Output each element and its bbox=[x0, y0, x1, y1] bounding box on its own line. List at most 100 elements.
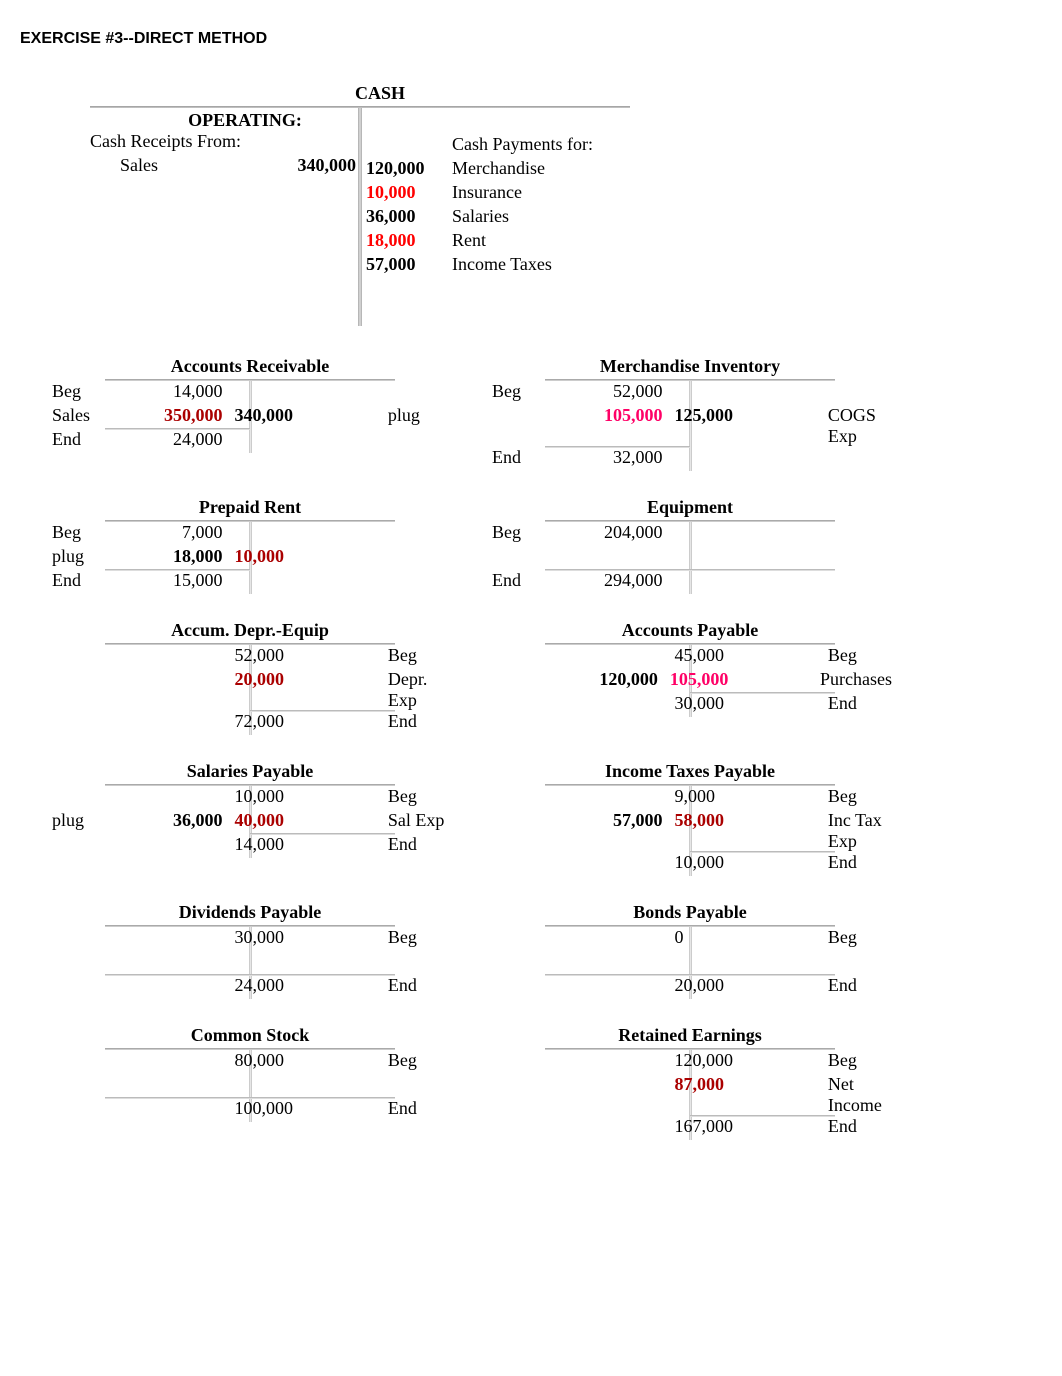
account-title: Retained Earnings bbox=[490, 1025, 890, 1046]
row-label-right: End bbox=[798, 1116, 890, 1137]
row-label-right: Inc Tax Exp bbox=[798, 810, 890, 852]
account-title: Equipment bbox=[490, 497, 890, 518]
account-title: Prepaid Rent bbox=[50, 497, 450, 518]
debit-amount: 204,000 bbox=[539, 522, 668, 543]
debit-amount: 18,000 bbox=[99, 546, 228, 567]
receipt-amount: 340,000 bbox=[288, 155, 360, 176]
credit-amount: 10,000 bbox=[228, 546, 357, 567]
row-label-right: End bbox=[798, 975, 890, 996]
debit-amount: 105,000 bbox=[539, 405, 668, 426]
credit-amount: 58,000 bbox=[668, 810, 797, 831]
t-account: Income Taxes Payable9,000Beg57,00058,000… bbox=[490, 761, 890, 876]
credit-amount: 45,000 bbox=[668, 645, 797, 666]
row-label-right: End bbox=[358, 711, 450, 732]
row-label-left: Beg bbox=[490, 522, 539, 543]
t-account: Accounts ReceivableBeg14,000Sales350,000… bbox=[50, 356, 450, 471]
row-label-right: Beg bbox=[798, 786, 890, 807]
receipts-label: Cash Receipts From: bbox=[90, 131, 288, 152]
t-account: Bonds Payable 0Beg 20,000End bbox=[490, 902, 890, 999]
account-title: Dividends Payable bbox=[50, 902, 450, 923]
payment-amount: 36,000 bbox=[360, 206, 432, 227]
credit-amount: 20,000 bbox=[668, 975, 797, 996]
debit-amount: 57,000 bbox=[539, 810, 668, 831]
row-label-left: End bbox=[50, 570, 99, 591]
credit-amount: 10,000 bbox=[668, 852, 797, 873]
cash-title: CASH bbox=[90, 83, 670, 104]
account-title: Accounts Payable bbox=[490, 620, 890, 641]
credit-amount: 72,000 bbox=[228, 711, 357, 732]
t-account: Salaries Payable10,000Begplug36,00040,00… bbox=[50, 761, 450, 876]
accounts-area: Accounts ReceivableBeg14,000Sales350,000… bbox=[50, 356, 1042, 1140]
credit-amount: 40,000 bbox=[228, 810, 357, 831]
row-label-right: Beg bbox=[358, 927, 450, 948]
debit-amount: 36,000 bbox=[99, 810, 228, 831]
t-account: Retained Earnings120,000Beg87,000Net Inc… bbox=[490, 1025, 890, 1140]
t-account: Accum. Depr.-Equip52,000Beg20,000Depr. E… bbox=[50, 620, 450, 735]
credit-amount: 24,000 bbox=[228, 975, 357, 996]
cash-t-account: OPERATING: Cash Receipts From: Sales340,… bbox=[90, 106, 630, 326]
row-label-right: Beg bbox=[798, 927, 890, 948]
payment-label: Insurance bbox=[432, 182, 630, 203]
payment-amount: 57,000 bbox=[360, 254, 432, 275]
credit-amount: 120,000 bbox=[668, 1050, 797, 1071]
row-label-right: Beg bbox=[358, 645, 450, 666]
row-label-right: Net Income bbox=[798, 1074, 890, 1116]
row-label-left: Beg bbox=[50, 381, 99, 402]
row-label-left: End bbox=[490, 570, 539, 591]
t-account: Equipment Beg204,000 End294,000 bbox=[490, 497, 890, 594]
row-label-left: Beg bbox=[50, 522, 99, 543]
row-label-right: Depr. Exp bbox=[358, 669, 450, 711]
operating-header: OPERATING: bbox=[90, 110, 360, 131]
credit-amount: 30,000 bbox=[668, 693, 797, 714]
t-account: Merchandise InventoryBeg52,000105,000125… bbox=[490, 356, 890, 471]
credit-amount: 340,000 bbox=[228, 405, 357, 426]
receipt-label: Sales bbox=[90, 155, 288, 176]
credit-amount: 125,000 bbox=[668, 405, 797, 426]
account-title: Bonds Payable bbox=[490, 902, 890, 923]
debit-amount: 120,000 bbox=[538, 669, 664, 690]
payment-label: Salaries bbox=[432, 206, 630, 227]
credit-amount: 20,000 bbox=[228, 669, 357, 690]
row-label-right: End bbox=[358, 975, 450, 996]
row-label-left: Beg bbox=[490, 381, 539, 402]
account-title: Accounts Receivable bbox=[50, 356, 450, 377]
debit-amount: 294,000 bbox=[539, 570, 668, 591]
credit-amount: 0 bbox=[668, 927, 797, 948]
credit-amount: 80,000 bbox=[228, 1050, 357, 1071]
row-label-right: Purchases bbox=[790, 669, 890, 690]
row-label-right: End bbox=[798, 693, 890, 714]
account-title: Merchandise Inventory bbox=[490, 356, 890, 377]
debit-amount: 32,000 bbox=[539, 447, 668, 468]
t-account: Dividends Payable30,000Beg24,000End bbox=[50, 902, 450, 999]
credit-amount: 105,000 bbox=[664, 669, 790, 690]
row-label-right: Sal Exp bbox=[358, 810, 450, 831]
row-label-right: COGS Exp bbox=[798, 405, 890, 447]
payment-label: Rent bbox=[432, 230, 630, 251]
credit-amount: 52,000 bbox=[228, 645, 357, 666]
debit-amount: 7,000 bbox=[99, 522, 228, 543]
row-label-right: End bbox=[358, 834, 450, 855]
payment-amount: 18,000 bbox=[360, 230, 432, 251]
t-account: Accounts Payable 45,000Beg 120,000105,000P… bbox=[490, 620, 890, 735]
row-label-right: End bbox=[798, 852, 890, 873]
payment-label: Merchandise bbox=[432, 158, 630, 179]
debit-amount: 350,000 bbox=[99, 405, 228, 426]
row-label-left: End bbox=[50, 429, 99, 450]
credit-amount: 9,000 bbox=[668, 786, 797, 807]
row-label-right: Beg bbox=[798, 645, 890, 666]
account-title: Salaries Payable bbox=[50, 761, 450, 782]
payment-label: Income Taxes bbox=[432, 254, 630, 275]
row-label-right: Beg bbox=[798, 1050, 890, 1071]
debit-amount: 15,000 bbox=[99, 570, 228, 591]
row-label-left: Sales bbox=[50, 405, 99, 426]
row-label-left: plug bbox=[50, 810, 99, 831]
credit-amount: 167,000 bbox=[668, 1116, 797, 1137]
page-title: EXERCISE #3--DIRECT METHOD bbox=[20, 30, 1042, 48]
credit-amount: 100,000 bbox=[228, 1098, 357, 1119]
debit-amount: 24,000 bbox=[99, 429, 228, 450]
payment-amount: 120,000 bbox=[360, 158, 432, 179]
row-label-left: End bbox=[490, 447, 539, 468]
t-account: Prepaid RentBeg7,000plug18,00010,000End1… bbox=[50, 497, 450, 594]
row-label-right: Beg bbox=[358, 1050, 450, 1071]
credit-amount: 10,000 bbox=[228, 786, 357, 807]
